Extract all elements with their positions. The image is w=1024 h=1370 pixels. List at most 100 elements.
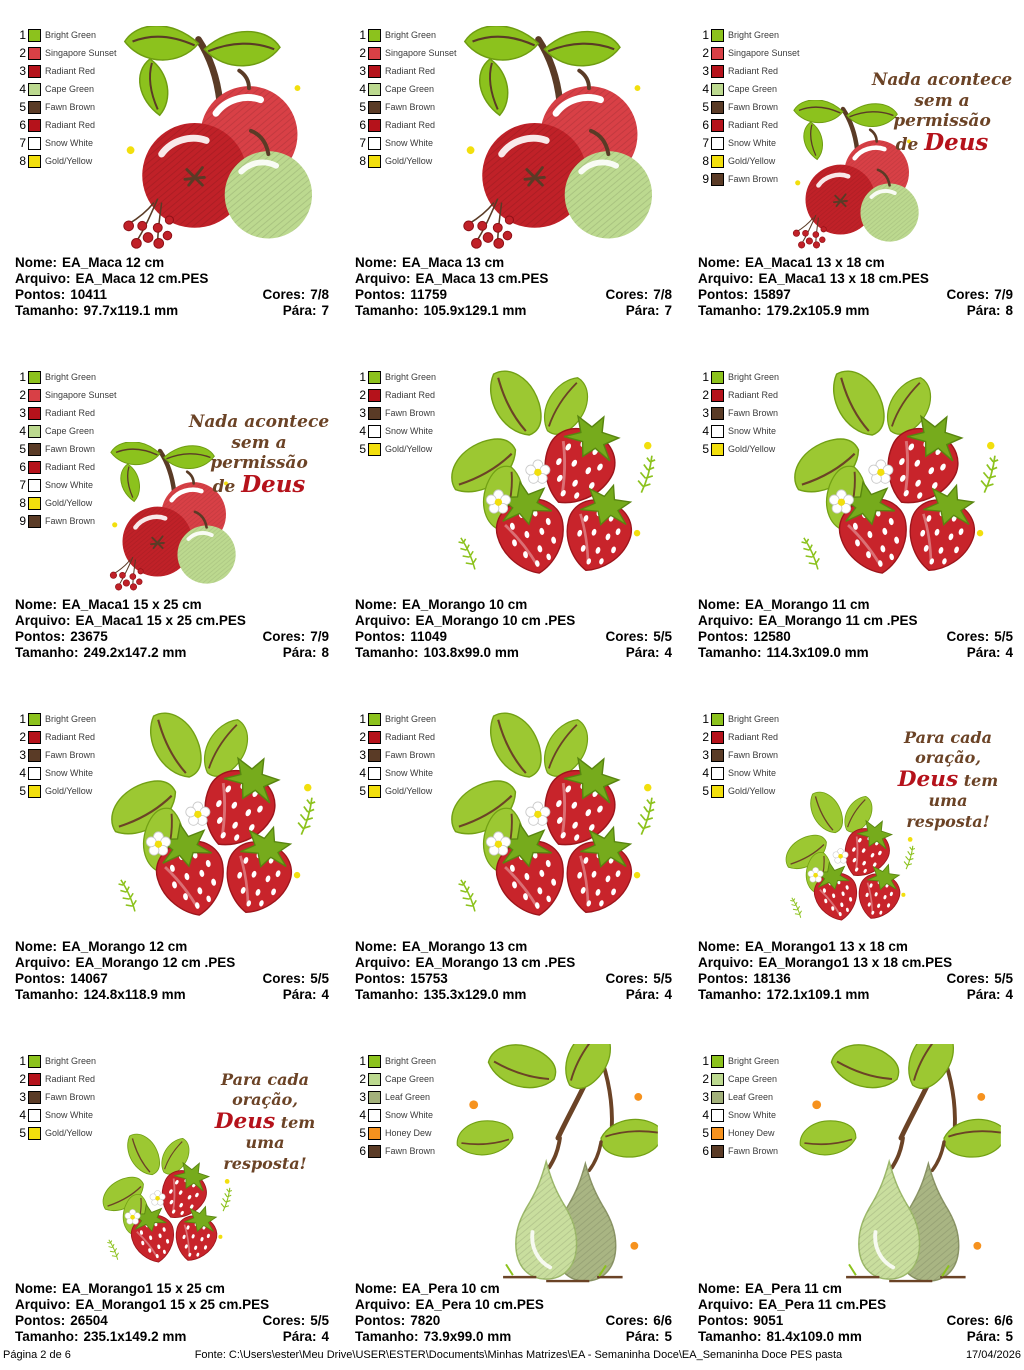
meta-value-pontos: 14067: [70, 971, 108, 986]
meta-label-para: Pára:: [625, 1329, 660, 1344]
thread-color-swatch: [28, 388, 41, 402]
legend-row: 3 Fawn Brown: [348, 746, 436, 764]
meta-label-arquivo: Arquivo:: [698, 613, 754, 628]
meta-label-nome: Nome:: [355, 255, 398, 270]
thread-color-name: Gold/Yellow: [385, 444, 433, 454]
thread-legend: 1 Bright Green 2 Radiant Red 3 Fawn Brown 4 Sno…: [8, 710, 96, 800]
legend-row: 6 Radiant Red: [691, 116, 800, 134]
meta-value-pontos: 15897: [753, 287, 791, 302]
thread-color-swatch: [711, 100, 724, 114]
thread-color-name: Gold/Yellow: [45, 1128, 93, 1138]
thread-number: 6: [702, 118, 709, 132]
legend-row: 5 Gold/Yellow: [691, 440, 779, 458]
thread-color-swatch: [28, 136, 41, 150]
thread-number: 6: [19, 460, 26, 474]
thread-color-swatch: [711, 136, 724, 150]
thread-color-swatch: [368, 64, 381, 78]
thread-number: 7: [19, 478, 26, 492]
thread-number: 3: [19, 64, 26, 78]
meta-label-tamanho: Tamanho:: [15, 303, 79, 318]
thread-color-swatch: [368, 118, 381, 132]
meta-value-cores: 5/5: [310, 971, 329, 986]
design-card: 1 Bright Green 2 Radiant Red 3 Fawn Brown 4 Sno…: [0, 1040, 340, 1370]
meta-label-tamanho: Tamanho:: [698, 987, 762, 1002]
thread-number: 6: [19, 118, 26, 132]
thread-color-name: Fawn Brown: [385, 750, 436, 760]
thread-color-name: Gold/Yellow: [385, 156, 433, 166]
thread-color-swatch: [711, 766, 724, 780]
meta-value-nome: EA_Morango1 15 x 25 cm: [62, 1281, 225, 1296]
thread-number: 2: [19, 46, 26, 60]
thread-color-name: Radiant Red: [728, 66, 779, 76]
meta-label-nome: Nome:: [15, 939, 58, 954]
legend-row: 1 Bright Green: [348, 1052, 436, 1070]
thread-number: 1: [702, 28, 709, 42]
meta-value-tamanho: 114.3x109.0 mm: [766, 645, 869, 660]
thread-color-swatch: [28, 100, 41, 114]
meta-value-tamanho: 97.7x119.1 mm: [83, 303, 179, 318]
meta-label-para: Pára:: [966, 303, 1001, 318]
thread-number: 5: [702, 100, 709, 114]
thread-color-swatch: [711, 748, 724, 762]
verse-word-deus: Deus: [897, 766, 959, 792]
verse-line: Deus tem: [897, 766, 999, 792]
meta-value-cores: 7/9: [310, 629, 329, 644]
thread-color-swatch: [368, 712, 381, 726]
thread-color-swatch: [368, 370, 381, 384]
meta-value-pontos: 10411: [70, 287, 108, 302]
thread-color-name: Fawn Brown: [728, 1146, 779, 1156]
thread-color-name: Bright Green: [728, 30, 780, 40]
meta-label-para: Pára:: [625, 987, 660, 1002]
legend-row: 2 Radiant Red: [348, 386, 436, 404]
thread-number: 3: [19, 406, 26, 420]
legend-row: 3 Radiant Red: [348, 62, 457, 80]
thread-color-swatch: [28, 46, 41, 60]
thread-color-swatch: [28, 64, 41, 78]
thread-color-name: Snow White: [45, 1110, 94, 1120]
meta-value-tamanho: 172.1x109.1 mm: [766, 987, 870, 1002]
design-catalog-grid: 1 Bright Green 2 Singapore Sunset 3 Radiant R…: [0, 14, 1024, 1370]
thread-number: 5: [359, 1126, 366, 1140]
legend-row: 5 Gold/Yellow: [8, 1124, 96, 1142]
legend-row: 8 Gold/Yellow: [691, 152, 800, 170]
legend-row: 3 Fawn Brown: [691, 404, 779, 422]
legend-row: 4 Snow White: [691, 422, 779, 440]
embroidery-preview-apples-verse: Nada acontece sem a permissão de Deus: [778, 66, 1018, 252]
meta-value-cores: 7/8: [653, 287, 672, 302]
meta-label-arquivo: Arquivo:: [15, 271, 71, 286]
thread-color-name: Snow White: [385, 1110, 434, 1120]
thread-color-swatch: [711, 1108, 724, 1122]
thread-number: 4: [19, 82, 26, 96]
meta-label-tamanho: Tamanho:: [355, 1329, 419, 1344]
meta-value-nome: EA_Maca 12 cm: [62, 255, 165, 270]
page-number-label: Página 2 de 6: [3, 1349, 71, 1361]
thread-number: 7: [702, 136, 709, 150]
meta-label-cores: Cores:: [605, 1313, 649, 1328]
meta-value-para: 4: [664, 645, 672, 660]
thread-color-swatch: [711, 1054, 724, 1068]
thread-color-name: Fawn Brown: [45, 1092, 96, 1102]
verse-word-deus: Deus: [241, 471, 306, 499]
meta-label-pontos: Pontos:: [15, 629, 66, 644]
embroidery-preview-strawberries-verse: Para cada oração, Deus tem uma resposta!: [771, 728, 1016, 934]
thread-color-name: Snow White: [728, 768, 777, 778]
thread-number: 3: [359, 64, 366, 78]
meta-value-pontos: 15753: [410, 971, 448, 986]
thread-number: 6: [359, 1144, 366, 1158]
design-meta: Nome: EA_Morango1 15 x 25 cm Arquivo: EA_M…: [15, 1281, 329, 1345]
thread-color-name: Gold/Yellow: [728, 786, 776, 796]
verse-line: permissão: [893, 111, 991, 132]
legend-row: 5 Honey Dew: [691, 1124, 779, 1142]
thread-color-swatch: [368, 442, 381, 456]
thread-color-swatch: [28, 766, 41, 780]
thread-number: 4: [19, 1108, 26, 1122]
legend-row: 8 Gold/Yellow: [348, 152, 457, 170]
meta-value-nome: EA_Maca1 13 x 18 cm: [745, 255, 885, 270]
thread-number: 7: [19, 136, 26, 150]
meta-label-tamanho: Tamanho:: [355, 303, 419, 318]
thread-color-name: Singapore Sunset: [385, 48, 457, 58]
thread-legend: 1 Bright Green 2 Radiant Red 3 Fawn Brown 4 Sno…: [348, 710, 436, 800]
thread-color-swatch: [711, 784, 724, 798]
meta-label-tamanho: Tamanho:: [15, 645, 79, 660]
thread-color-name: Radiant Red: [45, 66, 96, 76]
